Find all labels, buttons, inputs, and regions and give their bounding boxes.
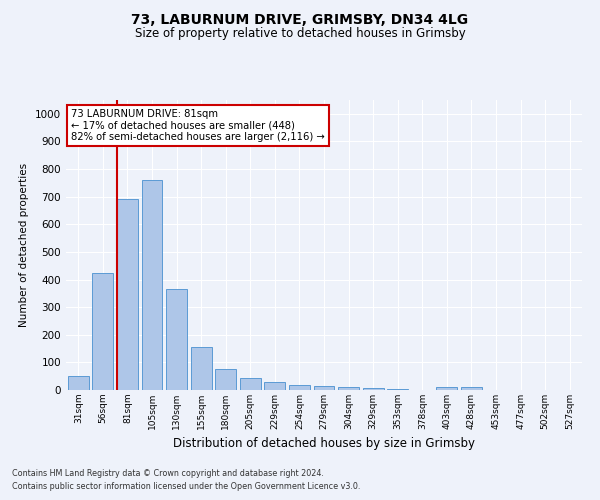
X-axis label: Distribution of detached houses by size in Grimsby: Distribution of detached houses by size … [173, 438, 475, 450]
Bar [314, 386, 334, 390]
Text: Contains HM Land Registry data © Crown copyright and database right 2024.: Contains HM Land Registry data © Crown c… [12, 468, 324, 477]
Bar [338, 387, 359, 390]
Text: Contains public sector information licensed under the Open Government Licence v3: Contains public sector information licen… [12, 482, 361, 491]
Bar [142, 180, 163, 390]
Bar [166, 289, 187, 390]
Bar [191, 347, 212, 390]
Text: 73, LABURNUM DRIVE, GRIMSBY, DN34 4LG: 73, LABURNUM DRIVE, GRIMSBY, DN34 4LG [131, 12, 469, 26]
Bar [215, 370, 236, 390]
Bar [68, 376, 89, 390]
Text: 73 LABURNUM DRIVE: 81sqm
← 17% of detached houses are smaller (448)
82% of semi-: 73 LABURNUM DRIVE: 81sqm ← 17% of detach… [71, 108, 325, 142]
Bar [265, 382, 286, 390]
Text: Size of property relative to detached houses in Grimsby: Size of property relative to detached ho… [134, 28, 466, 40]
Bar [461, 387, 482, 390]
Bar [240, 378, 261, 390]
Bar [362, 388, 383, 390]
Y-axis label: Number of detached properties: Number of detached properties [19, 163, 29, 327]
Bar [289, 385, 310, 390]
Bar [117, 200, 138, 390]
Bar [436, 387, 457, 390]
Bar [92, 272, 113, 390]
